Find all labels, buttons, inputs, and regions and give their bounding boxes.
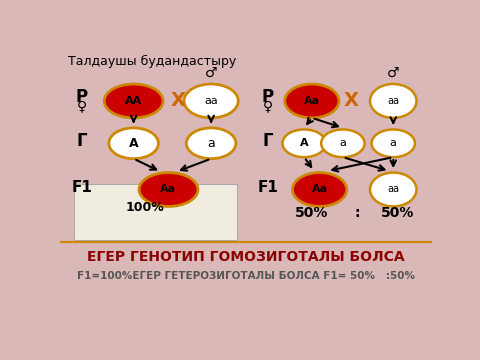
- Text: aa: aa: [387, 96, 399, 106]
- Text: ЕГЕР ГЕНОТИП ГОМОЗИГОТАЛЫ БОЛСА: ЕГЕР ГЕНОТИП ГОМОЗИГОТАЛЫ БОЛСА: [87, 250, 405, 264]
- Text: Г: Г: [263, 132, 273, 150]
- Ellipse shape: [321, 130, 365, 157]
- Text: Г: Г: [76, 132, 87, 150]
- Bar: [74, 184, 237, 239]
- Text: a: a: [390, 138, 396, 148]
- Ellipse shape: [186, 128, 236, 159]
- Text: 100%: 100%: [126, 201, 165, 214]
- Text: aa: aa: [387, 184, 399, 194]
- Text: ♂: ♂: [205, 66, 217, 80]
- Text: X: X: [343, 91, 358, 111]
- Text: Aa: Aa: [160, 184, 177, 194]
- Ellipse shape: [370, 84, 417, 118]
- Text: :: :: [354, 206, 360, 220]
- Ellipse shape: [104, 84, 163, 118]
- Text: A: A: [300, 138, 309, 148]
- Ellipse shape: [370, 172, 417, 206]
- Ellipse shape: [282, 130, 326, 157]
- Text: aa: aa: [204, 96, 218, 106]
- Ellipse shape: [292, 172, 347, 206]
- Text: F1: F1: [257, 180, 278, 195]
- Text: X: X: [170, 91, 185, 111]
- Ellipse shape: [109, 128, 158, 159]
- Ellipse shape: [139, 172, 198, 206]
- Text: Aa: Aa: [304, 96, 320, 106]
- Text: 50%: 50%: [295, 206, 329, 220]
- Text: F1: F1: [71, 180, 92, 195]
- Ellipse shape: [372, 130, 415, 157]
- Ellipse shape: [285, 84, 339, 118]
- Text: A: A: [129, 137, 138, 150]
- Text: 50%: 50%: [381, 206, 414, 220]
- Text: a: a: [207, 137, 215, 150]
- Text: F1=100%ЕГЕР ГЕТЕРОЗИГОТАЛЫ БОЛСА F1= 50%   :50%: F1=100%ЕГЕР ГЕТЕРОЗИГОТАЛЫ БОЛСА F1= 50%…: [77, 271, 415, 281]
- Text: Aa: Aa: [312, 184, 328, 194]
- Text: a: a: [339, 138, 346, 148]
- Text: P: P: [76, 88, 88, 106]
- Text: ♂: ♂: [387, 66, 399, 80]
- Text: P: P: [262, 88, 274, 106]
- Text: ♀: ♀: [263, 99, 273, 113]
- Text: AA: AA: [125, 96, 142, 106]
- Text: ♀: ♀: [77, 99, 87, 113]
- Text: Талдаушы будандастыру: Талдаушы будандастыру: [68, 55, 236, 68]
- Ellipse shape: [184, 84, 238, 118]
